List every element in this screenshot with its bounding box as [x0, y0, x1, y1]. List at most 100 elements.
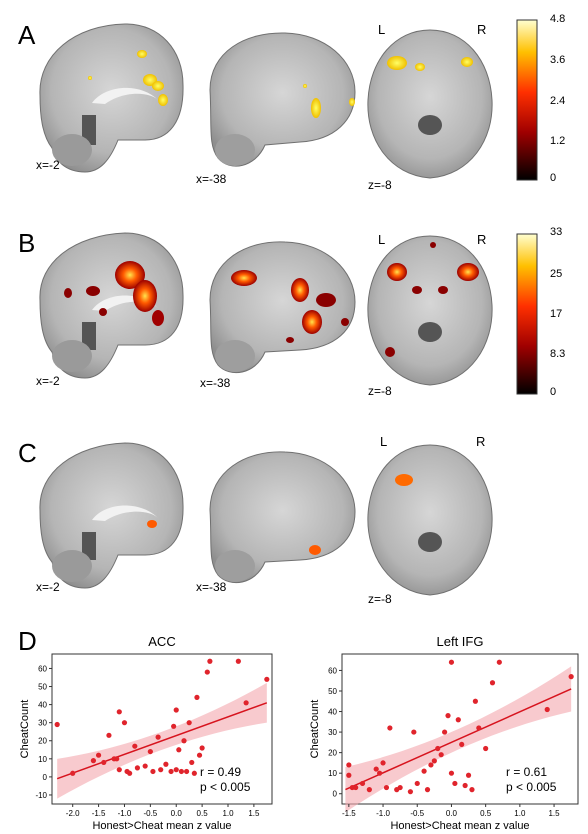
colorbar-a-tick: 0 [550, 172, 557, 184]
data-point [366, 787, 372, 793]
y-tick-label: 60 [328, 666, 337, 675]
data-point [116, 709, 122, 715]
coord-b-1: x=-2 [36, 374, 60, 388]
scatter-chart-left-ifg: Left IFG -1.5 -1.0 -0.5 0.0 0.5 1.0 1.5 0 10 20 30 4… [309, 634, 579, 832]
x-tick-label: 0.5 [480, 809, 492, 818]
data-point [173, 767, 179, 773]
colorbar-b-tick: 0 [550, 386, 557, 398]
x-axis-label: Honest>Cheat mean z value [390, 820, 529, 832]
coord-a-2: x=-38 [196, 172, 227, 186]
y-tick-label: 0 [43, 773, 48, 782]
coord-a-3: z=-8 [368, 178, 392, 192]
y-tick-label: 40 [328, 708, 337, 717]
data-point [134, 765, 141, 771]
colorbar-a-tick: 3.6 [550, 54, 566, 66]
colorbar-a-tick: 4.8 [550, 13, 566, 25]
label-left-c: L [380, 434, 388, 449]
data-point [191, 770, 197, 776]
x-tick-label: 1.5 [248, 809, 260, 818]
data-point [455, 717, 461, 723]
stats-annotation: r = 0.49 [200, 765, 241, 779]
brain-axial-c [367, 444, 493, 596]
coord-a-1: x=-2 [36, 158, 60, 172]
data-point [438, 752, 444, 758]
panel-label-a: A [18, 20, 36, 50]
colorbar-a [516, 19, 538, 181]
data-point [428, 762, 434, 768]
y-tick-label: 20 [328, 749, 337, 758]
x-tick-label: 1.0 [222, 809, 234, 818]
data-point [121, 720, 128, 726]
panel-a-brains [39, 19, 538, 181]
x-tick-label: 1.5 [548, 809, 560, 818]
data-point [496, 659, 502, 665]
y-tick-label: 10 [38, 755, 47, 764]
coord-c-2: x=-38 [196, 580, 227, 594]
brain-figure [39, 19, 538, 596]
data-point [243, 700, 249, 706]
data-point [155, 734, 161, 740]
data-point [147, 748, 153, 755]
y-tick-label: 0 [333, 790, 338, 799]
data-point [421, 768, 427, 774]
x-tick-label: -1.0 [376, 809, 390, 818]
data-point [116, 767, 122, 773]
x-tick-label: -0.5 [143, 809, 157, 818]
label-left-b: L [378, 232, 386, 247]
label-left-a: L [378, 22, 386, 37]
y-tick-label: 50 [328, 687, 337, 696]
regression-line [345, 688, 572, 791]
data-point [207, 658, 213, 664]
y-tick-label: 10 [328, 769, 337, 778]
data-point [465, 772, 472, 778]
x-tick-label: -1.0 [118, 809, 132, 818]
panel-label-c: C [18, 438, 37, 468]
data-point [264, 676, 270, 682]
data-point [445, 713, 451, 719]
data-point [101, 759, 107, 766]
coord-b-3: z=-8 [368, 384, 392, 398]
x-tick-label: 0.0 [171, 809, 183, 818]
x-tick-label: -1.5 [342, 809, 356, 818]
data-point [411, 729, 417, 735]
brain-sagittal-medial-b [39, 232, 184, 379]
stats-annotation: p < 0.005 [506, 780, 557, 794]
label-right-c: R [476, 434, 486, 449]
x-tick-label: 1.0 [514, 809, 526, 818]
data-point [168, 768, 174, 775]
data-point [132, 743, 138, 749]
data-point [377, 770, 383, 776]
data-point [142, 763, 148, 769]
brain-axial-a [367, 29, 493, 179]
data-point [459, 741, 465, 748]
data-point [476, 725, 482, 731]
data-point [387, 725, 393, 731]
data-point [235, 658, 241, 664]
chart-title: ACC [148, 634, 175, 649]
stats-annotation: p < 0.005 [200, 780, 251, 794]
brain-sagittal-lateral-b [209, 241, 356, 374]
data-point [176, 747, 182, 753]
data-point [199, 745, 205, 751]
y-tick-label: 60 [38, 664, 47, 673]
colorbar-b-tick: 33 [550, 226, 563, 238]
data-point [424, 787, 431, 793]
data-point [183, 768, 190, 775]
data-point [407, 789, 414, 795]
colorbar-b-tick: 8.3 [550, 348, 566, 360]
data-point [196, 752, 203, 758]
data-point [414, 780, 420, 787]
data-point [90, 758, 97, 764]
data-point [448, 770, 455, 776]
y-tick-label: 20 [38, 737, 47, 746]
brain-sagittal-medial-a [39, 23, 184, 173]
panel-label-b: B [18, 228, 36, 258]
data-point [380, 760, 386, 766]
data-point [448, 659, 455, 665]
y-tick-label: -10 [35, 791, 47, 800]
data-point [544, 706, 550, 713]
data-point [54, 721, 60, 728]
regression-line [56, 702, 268, 780]
y-tick-label: 50 [38, 683, 47, 692]
plot-frame [51, 653, 273, 805]
